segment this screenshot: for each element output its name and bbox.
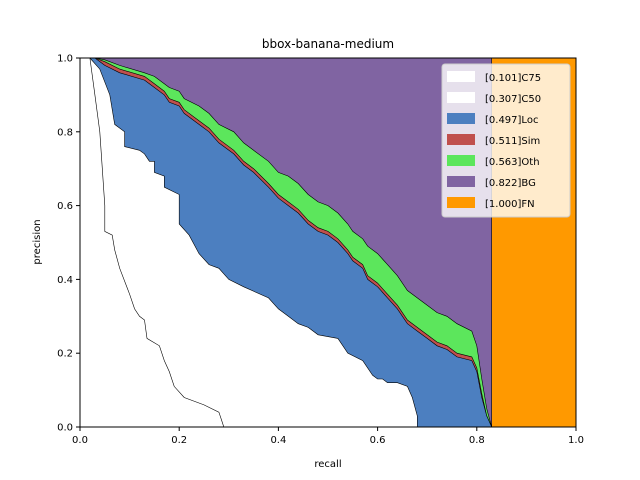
- legend: [0.101]C75 [0.307]C50 [0.497]Loc [0.511]Sim…: [441, 63, 571, 218]
- area-series-1: [79, 57, 418, 428]
- legend-label: [0.511]Sim: [485, 136, 540, 147]
- y-tick-label: 0.0: [57, 423, 73, 434]
- legend-label: [0.822]BG: [485, 178, 536, 189]
- x-tick-label: 0.0: [72, 435, 88, 446]
- legend-swatch: [447, 71, 475, 82]
- x-tick-label: 1.0: [568, 435, 584, 446]
- legend-swatch: [447, 134, 475, 145]
- legend-label: [1.000]FN: [485, 199, 535, 210]
- y-tick-label: 0.6: [57, 201, 73, 212]
- plot-areas: [79, 57, 577, 428]
- y-tick-label: 1.0: [57, 54, 73, 65]
- legend-label: [0.307]C50: [485, 94, 541, 105]
- x-tick-label: 0.6: [370, 435, 386, 446]
- x-axis: 0.0 0.2 0.4 0.6 0.8 1.0: [72, 427, 584, 446]
- legend-swatch: [447, 92, 475, 103]
- legend-swatch: [447, 113, 475, 124]
- x-axis-label: recall: [314, 459, 341, 470]
- x-tick-label: 0.4: [270, 435, 286, 446]
- area-series-0: [79, 57, 225, 428]
- legend-label: [0.101]C75: [485, 73, 541, 84]
- legend-label: [0.563]Oth: [485, 157, 540, 168]
- legend-label: [0.497]Loc: [485, 115, 538, 126]
- y-tick-label: 0.4: [57, 275, 73, 286]
- legend-swatch: [447, 155, 475, 166]
- legend-swatch: [447, 197, 475, 208]
- y-tick-label: 0.2: [57, 349, 73, 360]
- x-tick-label: 0.8: [469, 435, 485, 446]
- y-axis: 0.0 0.2 0.4 0.6 0.8 1.0: [57, 54, 80, 434]
- y-tick-label: 0.8: [57, 127, 73, 138]
- plot-frame: [79, 57, 577, 428]
- x-tick-label: 0.2: [171, 435, 187, 446]
- chart-title: bbox-banana-medium: [262, 37, 394, 51]
- y-axis-label: precision: [32, 219, 43, 264]
- legend-swatch: [447, 176, 475, 187]
